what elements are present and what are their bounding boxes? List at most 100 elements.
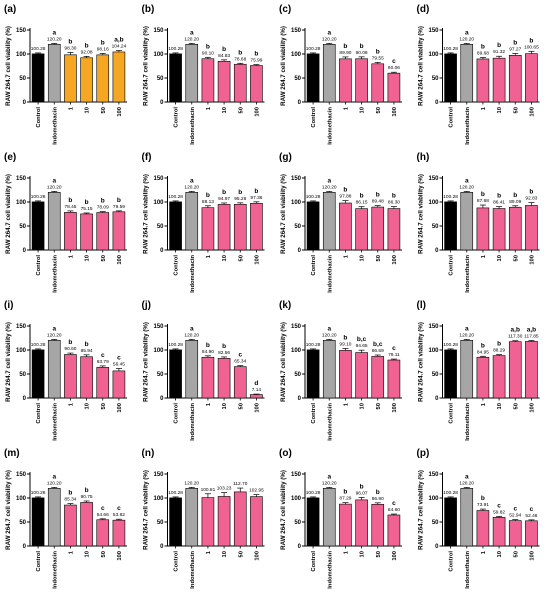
x-tick-label: 1 [206,402,212,406]
data-label: 100.28 [443,46,458,52]
bar [185,488,199,547]
x-tick-label: 10 [85,107,91,113]
data-label: 78.68 [234,56,246,62]
data-label: 84.83 [218,53,230,59]
data-label: 100.28 [306,490,321,496]
x-tick-label: Indomethacin [52,403,58,441]
y-tick-label: 0 [160,544,164,550]
significance-letter: a [52,177,56,184]
significance-letter: b [529,37,533,44]
y-tick-label: 150 [291,472,302,478]
significance-letter: b [497,42,501,49]
y-tick-label: 50 [432,76,439,82]
y-axis-label: RAW 264.7 cell viability (%) [5,470,12,550]
x-tick-label: 100 [529,403,535,413]
x-tick-label: 50 [376,107,382,113]
x-tick-label: Control [36,255,42,276]
bar [47,192,61,251]
y-tick-label: 100 [291,200,302,206]
x-tick-label: 50 [101,403,107,409]
data-label: 120.20 [47,184,62,190]
bar [492,57,506,103]
data-label: 120.20 [322,36,337,42]
x-tick-label: 1 [206,254,212,258]
data-label: 120.20 [47,36,62,42]
bar [460,340,474,399]
x-tick-label: 100 [117,107,123,117]
x-tick-label: 100 [529,255,535,265]
data-label: 102.95 [249,488,264,494]
y-tick-label: 50 [157,224,164,230]
bar [31,201,45,251]
data-label: 73.91 [477,502,489,508]
x-tick-label: Control [174,551,180,572]
panel-label: (a) [4,4,16,15]
x-tick-label: 10 [222,551,228,557]
data-label: 117.85 [524,333,539,339]
significance-letter: b [85,487,89,494]
bar [476,58,490,103]
y-tick-label: 150 [291,176,302,182]
significance-letter: a [465,177,469,184]
y-tick-label: 150 [16,176,27,182]
bar [492,355,506,399]
panel-label: (o) [279,448,292,459]
bar [322,488,336,547]
panel-label: (e) [4,152,16,163]
x-tick-label: 1 [68,254,74,258]
data-label: 100.28 [168,194,183,200]
bar [387,72,401,103]
x-tick-label: Control [311,255,317,276]
y-tick-label: 100 [428,200,439,206]
data-label: 120.20 [184,36,199,42]
bar [460,192,474,251]
data-label: 90.60 [64,346,76,352]
x-tick-label: 1 [481,402,487,406]
x-tick-label: 10 [497,551,503,557]
significance-letter: b [343,43,347,50]
y-tick-label: 0 [298,396,302,402]
bar [31,53,45,103]
x-tick-label: 1 [481,106,487,110]
bar [476,356,490,399]
x-tick-label: 50 [101,107,107,113]
data-label: 86.41 [493,200,505,206]
y-tick-label: 150 [153,28,164,34]
significance-letter: b [238,189,242,196]
data-label: 89.48 [372,199,384,205]
data-label: 120.20 [47,332,62,338]
x-tick-label: 10 [222,107,228,113]
data-label: 100.28 [31,194,46,200]
x-tick-label: 1 [206,106,212,110]
data-label: 88.29 [493,348,505,354]
y-tick-label: 150 [428,472,439,478]
significance-letter: b [206,192,210,199]
x-tick-label: 1 [68,106,74,110]
significance-letter: b [254,188,258,195]
bar [96,367,110,399]
significance-letter: a,b [114,37,123,44]
y-tick-label: 50 [19,372,26,378]
x-tick-label: 50 [513,551,519,557]
significance-letter: c [497,502,501,509]
significance-letter: b [343,335,347,342]
bar [233,63,247,103]
bar [201,58,215,103]
significance-letter: a [465,29,469,36]
significance-letter: b [343,187,347,194]
significance-letter: b [497,341,501,348]
bar [339,58,352,103]
data-label: 64.60 [388,507,400,513]
bar [339,350,352,399]
data-label: 120.20 [459,332,474,338]
chart-panel: (l)RAW 264.7 cell viability (%) 050100150… [417,300,540,441]
data-label: 100.28 [443,490,458,496]
panel-label: (d) [417,4,430,15]
y-tick-label: 50 [19,224,26,230]
significance-letter: c [392,58,396,65]
significance-letter: a [465,325,469,332]
x-tick-label: 50 [238,403,244,409]
bar [508,520,522,547]
bar [387,514,401,547]
